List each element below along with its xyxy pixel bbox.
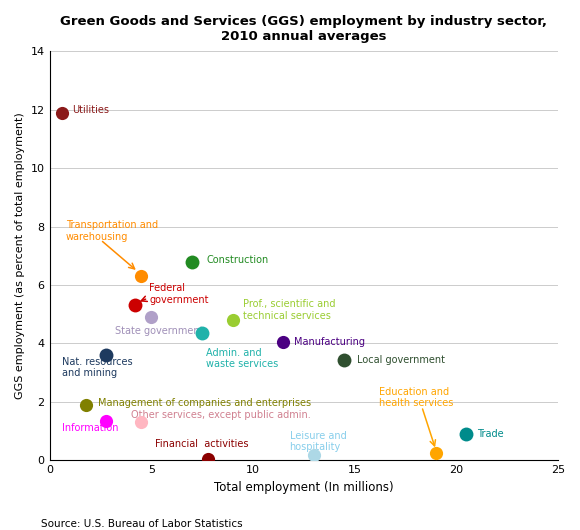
Text: Manufacturing: Manufacturing <box>293 337 365 347</box>
Text: Source: U.S. Bureau of Labor Statistics: Source: U.S. Bureau of Labor Statistics <box>41 519 242 529</box>
Point <box>147 313 156 321</box>
Point <box>340 355 349 364</box>
Text: Management of companies and enterprises: Management of companies and enterprises <box>99 399 311 409</box>
Point <box>102 417 111 425</box>
Point <box>136 272 146 280</box>
Text: Federal
government: Federal government <box>149 283 209 305</box>
Point <box>197 329 206 338</box>
Text: Admin. and
waste services: Admin. and waste services <box>206 348 278 369</box>
Text: Other services, except public admin.: Other services, except public admin. <box>131 410 311 420</box>
Point <box>309 450 318 459</box>
Text: Financial  activities: Financial activities <box>155 439 249 449</box>
Point <box>187 258 197 266</box>
Text: Local government: Local government <box>357 355 445 365</box>
Point <box>462 430 471 438</box>
Text: State government: State government <box>115 326 203 336</box>
Point <box>279 338 288 346</box>
Point <box>432 449 441 457</box>
Point <box>228 316 237 324</box>
Point <box>57 108 66 117</box>
Text: Utilities: Utilities <box>72 104 109 114</box>
Title: Green Goods and Services (GGS) employment by industry sector,
2010 annual averag: Green Goods and Services (GGS) employmen… <box>60 15 548 43</box>
Text: Transportation and
warehousing: Transportation and warehousing <box>66 220 158 242</box>
Text: Leisure and
hospitality: Leisure and hospitality <box>289 430 346 452</box>
Text: Construction: Construction <box>206 255 269 265</box>
Point <box>136 418 146 427</box>
Point <box>130 301 140 310</box>
Point <box>102 351 111 359</box>
Text: Nat. resources
and mining: Nat. resources and mining <box>61 357 132 378</box>
Point <box>204 455 213 463</box>
Text: Prof., scientific and
technical services: Prof., scientific and technical services <box>243 299 335 321</box>
Point <box>82 401 91 409</box>
Text: Trade: Trade <box>477 429 503 439</box>
Y-axis label: GGS employment (as percent of total employment): GGS employment (as percent of total empl… <box>15 112 25 399</box>
X-axis label: Total employment (In millions): Total employment (In millions) <box>214 481 394 494</box>
Text: Education and
health services: Education and health services <box>379 387 454 408</box>
Text: Information: Information <box>61 423 118 433</box>
